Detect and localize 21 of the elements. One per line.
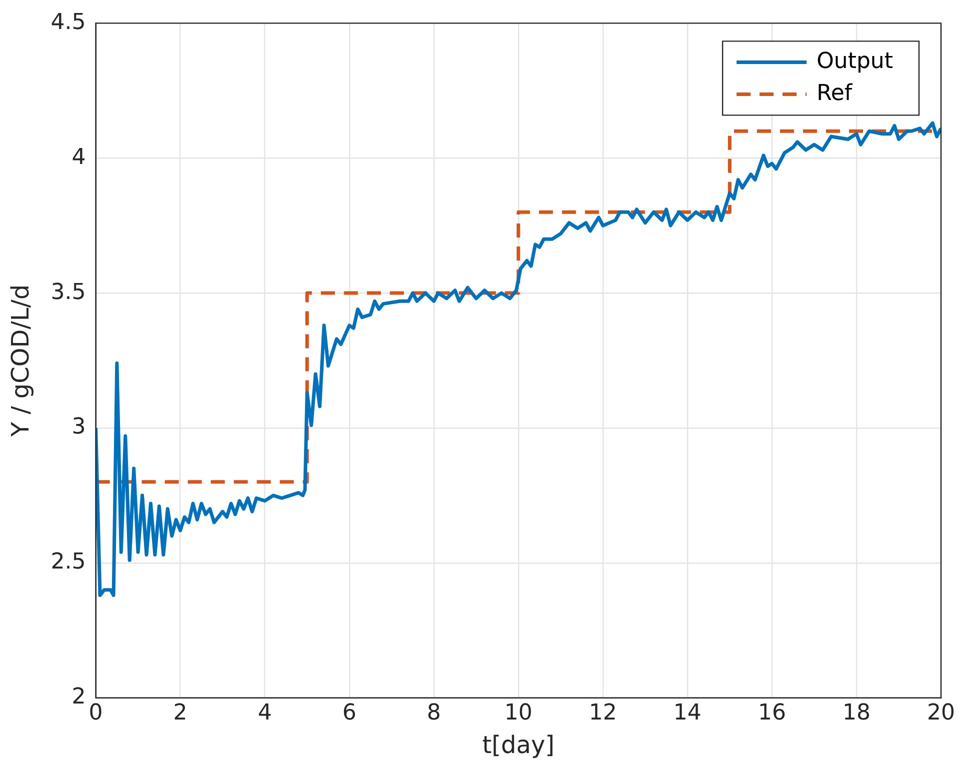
y-axis-title: Y / gCOD/L/d [6,284,35,438]
x-tick-label: 14 [673,700,702,726]
x-tick-label: 12 [588,700,617,726]
x-tick-label: 10 [504,700,532,726]
x-tick-label: 8 [426,700,441,726]
y-tick-label: 2.5 [50,550,86,575]
x-tick-label: 0 [88,700,103,726]
x-tick-label: 20 [927,700,955,726]
y-tick-label: 4 [72,144,86,170]
x-tick-label: 6 [342,700,356,726]
x-tick-label: 2 [173,700,188,726]
y-tick-label: 3 [72,414,86,440]
x-axis-title: t[day] [482,730,555,759]
y-tick-label: 4.5 [50,10,86,35]
y-tick-label: 2 [72,684,86,710]
x-tick-label: 16 [758,700,786,726]
legend-label: Output [816,48,894,74]
x-tick-label: 4 [258,700,272,726]
legend-label: Ref [816,80,854,106]
x-tick-label: 18 [842,700,870,726]
y-tick-label: 3.5 [50,280,86,305]
